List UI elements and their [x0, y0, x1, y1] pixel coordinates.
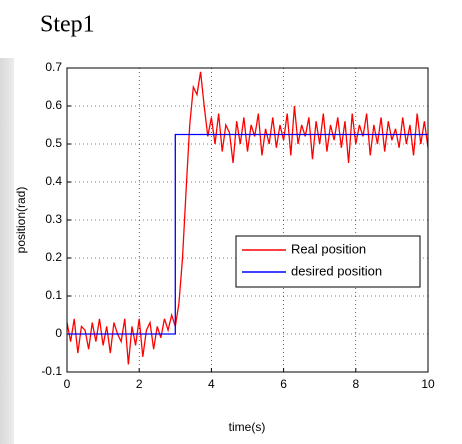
- y-tick-label: 0.4: [45, 174, 62, 188]
- y-axis-label: position(rad): [14, 187, 28, 254]
- y-tick-label: 0.6: [45, 98, 62, 112]
- data-line: [66, 71, 429, 365]
- legend-label: desired position: [291, 263, 382, 278]
- y-tick-label: 0: [55, 326, 62, 340]
- x-axis-label: time(s): [229, 420, 266, 434]
- x-tick-label: 10: [421, 377, 435, 391]
- y-tick-label: 0.3: [45, 212, 62, 226]
- y-tick-label: 0.2: [45, 250, 62, 264]
- x-tick-label: 0: [64, 377, 71, 391]
- y-tick-label: -0.1: [41, 364, 62, 378]
- chart-title: Step1: [40, 12, 95, 38]
- background-strip: [0, 58, 14, 444]
- y-tick-label: 0.1: [45, 288, 62, 302]
- plot-frame: [66, 67, 429, 373]
- y-tick-label: 0.5: [45, 136, 62, 150]
- x-tick-label: 6: [280, 377, 287, 391]
- x-tick-label: 2: [136, 377, 143, 391]
- x-tick-label: 8: [352, 377, 359, 391]
- data-line: [67, 133, 428, 335]
- x-tick-label: 4: [208, 377, 215, 391]
- legend-label: Real position: [291, 241, 366, 256]
- y-tick-label: 0.7: [45, 60, 62, 74]
- legend-box: [235, 235, 421, 288]
